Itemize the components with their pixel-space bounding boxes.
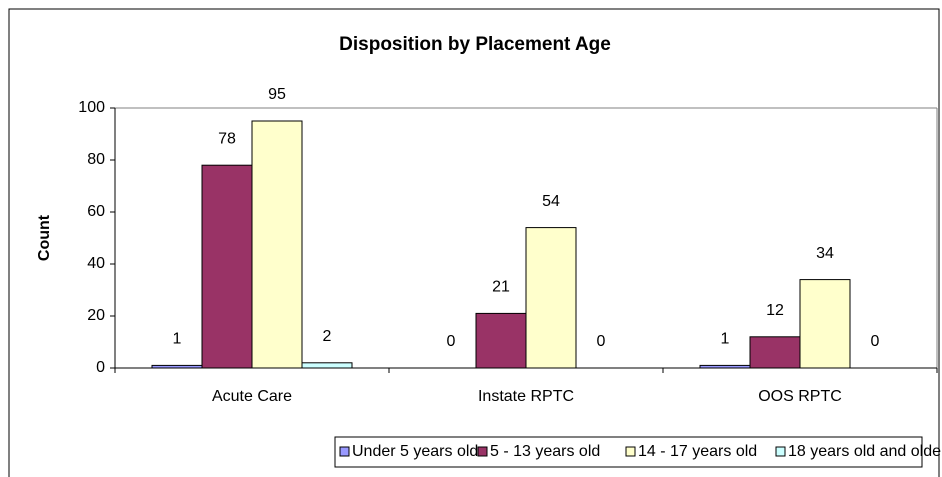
data-label: 1 (173, 331, 182, 348)
data-label: 54 (542, 193, 560, 210)
data-label: 2 (323, 328, 332, 345)
chart-frame (8, 8, 940, 477)
x-tick-label: Instate RPTC (478, 388, 574, 405)
legend-label: 18 years old and older (788, 443, 942, 460)
y-tick-label: 40 (87, 255, 105, 272)
data-label: 0 (597, 333, 606, 350)
data-label: 78 (218, 130, 236, 147)
legend-label: 5 - 13 years old (490, 443, 600, 460)
bar (525, 227, 577, 369)
legend-swatch (625, 446, 636, 457)
bar (201, 164, 253, 369)
legend-swatch (477, 446, 488, 457)
x-tick-label: OOS RPTC (758, 388, 842, 405)
bar (251, 120, 303, 369)
y-tick-label: 20 (87, 307, 105, 324)
bar (301, 362, 353, 369)
y-tick-label: 0 (96, 359, 105, 376)
legend-label: 14 - 17 years old (638, 443, 757, 460)
y-axis-label: Count (36, 214, 53, 261)
data-label: 0 (871, 333, 880, 350)
legend-label: Under 5 years old (352, 443, 478, 460)
data-label: 21 (492, 279, 510, 296)
bar (749, 336, 801, 369)
legend-swatch (339, 446, 350, 457)
data-label: 12 (766, 302, 784, 319)
y-tick-label: 60 (87, 203, 105, 220)
data-label: 34 (816, 245, 834, 262)
y-tick-label: 100 (78, 99, 105, 116)
data-label: 0 (447, 333, 456, 350)
bar (799, 279, 851, 369)
bar (475, 312, 527, 369)
y-tick-label: 80 (87, 151, 105, 168)
chart-title: Disposition by Placement Age (339, 34, 611, 55)
data-label: 95 (268, 86, 286, 103)
data-label: 1 (721, 331, 730, 348)
legend-swatch (775, 446, 786, 457)
x-tick-label: Acute Care (212, 388, 292, 405)
